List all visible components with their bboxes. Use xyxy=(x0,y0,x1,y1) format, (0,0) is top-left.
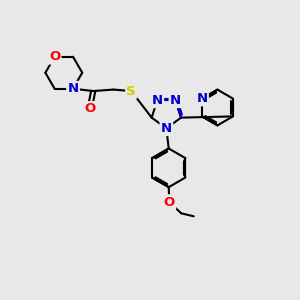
Text: S: S xyxy=(127,85,136,98)
Text: O: O xyxy=(84,102,95,116)
Text: O: O xyxy=(49,50,60,63)
Text: N: N xyxy=(170,94,181,107)
Text: O: O xyxy=(164,196,175,208)
Text: N: N xyxy=(68,82,79,95)
Text: N: N xyxy=(161,122,172,135)
Text: N: N xyxy=(196,92,208,105)
Text: N: N xyxy=(152,94,163,107)
